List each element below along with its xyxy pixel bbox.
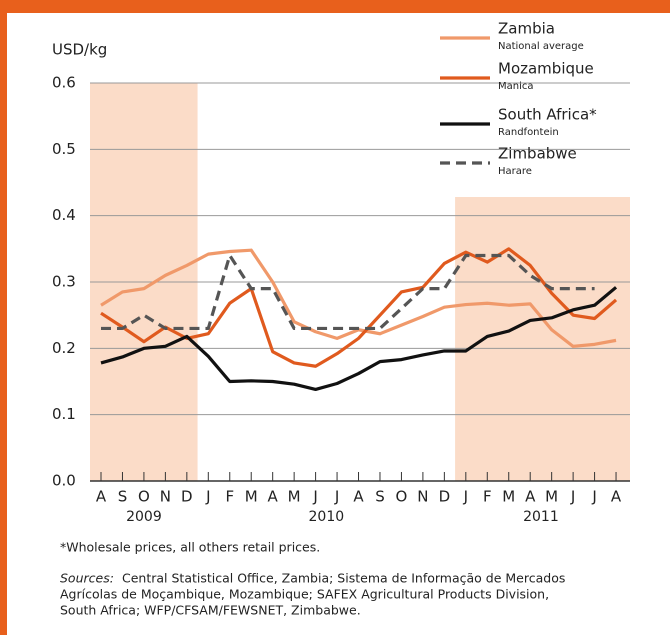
sources-line: Agrícolas de Moçambique, Mozambique; SAF… — [60, 587, 549, 602]
y-tick-label: 0.4 — [52, 206, 76, 224]
x-tick-label: J — [312, 488, 317, 506]
sources-line: Central Statistical Office, Zambia; Sist… — [122, 571, 565, 586]
x-tick-label: J — [205, 488, 210, 506]
y-tick-label: 0.1 — [52, 405, 76, 423]
x-tick-label: N — [417, 488, 428, 506]
x-tick-label: F — [225, 488, 234, 506]
x-tick-label: O — [138, 488, 150, 506]
x-tick-label: S — [375, 488, 385, 506]
legend-note: Randfontein — [498, 127, 559, 138]
y-tick-label: 0.2 — [52, 339, 76, 357]
y-tick-label: 0.3 — [52, 273, 76, 291]
y-axis-label: USD/kg — [52, 41, 107, 59]
x-tick-label: D — [181, 488, 193, 506]
x-tick-label: S — [118, 488, 128, 506]
legend-label: South Africa* — [498, 106, 597, 124]
x-tick-label: A — [96, 488, 107, 506]
x-tick-label: D — [439, 488, 451, 506]
year-label: 2010 — [309, 509, 345, 525]
left-bar — [0, 0, 7, 635]
x-tick-label: A — [268, 488, 279, 506]
x-tick-label: J — [591, 488, 596, 506]
x-tick-label: M — [502, 488, 515, 506]
x-tick-label: A — [525, 488, 536, 506]
top-bar — [0, 0, 670, 13]
legend-note: National average — [498, 41, 584, 52]
x-tick-label: A — [611, 488, 622, 506]
year-label: 2009 — [126, 509, 162, 525]
legend-label: Zimbabwe — [498, 145, 577, 163]
x-tick-label: F — [483, 488, 492, 506]
series-line — [100, 286, 618, 392]
x-tick-label: O — [396, 488, 408, 506]
x-tick-label: J — [334, 488, 339, 506]
sources-label: Sources: — [60, 571, 114, 586]
y-tick-label: 0.6 — [52, 74, 76, 92]
x-tick-label: M — [545, 488, 558, 506]
series-line — [101, 253, 595, 331]
sources-line: South Africa; WFP/CFSAM/FEWSNET, Zimbabw… — [60, 603, 361, 618]
legend-note: Manica — [498, 81, 534, 92]
x-tick-label: J — [570, 488, 575, 506]
x-tick-label: J — [463, 488, 468, 506]
year-label: 2011 — [523, 509, 559, 525]
x-tick-label: M — [245, 488, 258, 506]
x-tick-label: N — [160, 488, 171, 506]
x-tick-label: M — [288, 488, 301, 506]
legend-label: Mozambique — [498, 60, 594, 78]
legend-label: Zambia — [498, 20, 555, 38]
legend-note: Harare — [498, 166, 532, 177]
y-tick-label: 0.0 — [52, 472, 76, 490]
x-tick-label: A — [353, 488, 364, 506]
y-tick-label: 0.5 — [52, 140, 76, 158]
footnote: *Wholesale prices, all others retail pri… — [60, 540, 320, 555]
